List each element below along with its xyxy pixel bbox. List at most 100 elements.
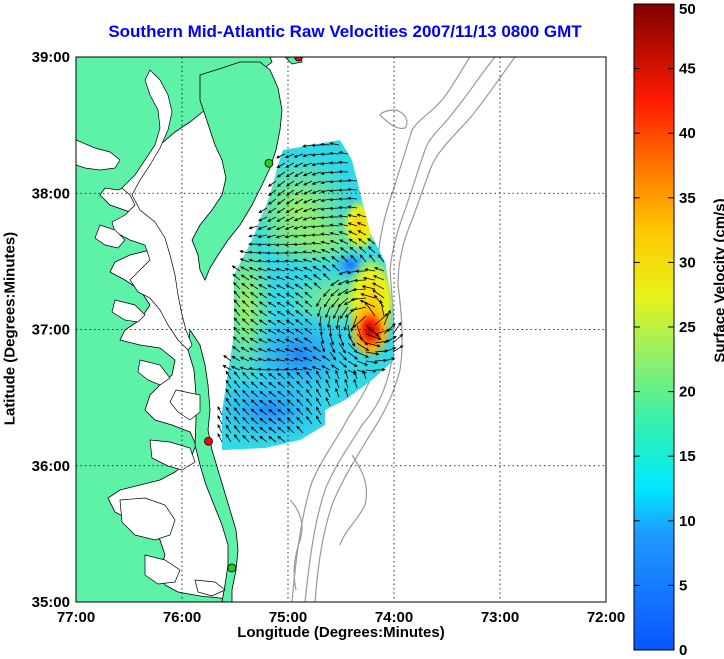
velocity-arrow xyxy=(377,254,385,263)
x-tick-label: 75:00 xyxy=(269,609,307,626)
land-outer-banks xyxy=(187,328,239,602)
velocity-arrow xyxy=(266,267,277,272)
velocity-arrow xyxy=(338,333,345,347)
velocity-arrow xyxy=(296,425,304,434)
velocity-arrow xyxy=(306,371,313,380)
velocity-arrow xyxy=(275,225,286,230)
velocity-arrow xyxy=(266,276,277,281)
y-tick-label: 39:00 xyxy=(32,49,70,66)
velocity-arrow xyxy=(266,259,277,263)
velocity-arrow xyxy=(249,337,259,344)
velocity-arrow xyxy=(259,390,268,398)
velocity-arrow xyxy=(329,333,334,346)
velocity-arrow xyxy=(296,407,304,416)
velocity-arrow xyxy=(277,381,286,389)
velocity-arrow xyxy=(329,231,340,236)
velocity-arrow xyxy=(347,360,358,368)
velocity-arrow xyxy=(303,337,313,344)
velocity-arrow xyxy=(365,342,381,348)
velocity-arrow xyxy=(217,406,223,416)
velocity-arrow xyxy=(275,153,286,159)
velocity-arrow xyxy=(365,333,382,340)
velocity-arrow xyxy=(286,399,295,407)
velocity-arrow xyxy=(352,288,367,292)
station-markers xyxy=(204,57,303,573)
velocity-arrow xyxy=(241,282,250,290)
velocity-arrow xyxy=(250,318,259,326)
velocity-arrow xyxy=(217,424,223,434)
velocity-arrow xyxy=(304,300,313,308)
velocity-arrow xyxy=(392,345,404,353)
velocity-arrow xyxy=(303,198,313,204)
velocity-arrow xyxy=(232,281,241,290)
velocity-arrow xyxy=(242,425,250,434)
velocity-arrow xyxy=(293,162,304,168)
velocity-arrow xyxy=(242,398,250,407)
velocity-arrow xyxy=(225,397,232,407)
velocity-arrow xyxy=(356,360,369,366)
velocity-arrow xyxy=(257,267,268,272)
velocity-arrow xyxy=(267,284,277,290)
velocity-arrow xyxy=(338,351,347,361)
velocity-arrow xyxy=(315,370,322,380)
velocity-arrow xyxy=(343,315,349,331)
velocity-arrow xyxy=(258,292,268,299)
velocity-arrow xyxy=(233,434,241,443)
velocity-arrow xyxy=(250,372,259,380)
velocity-arrow xyxy=(259,426,268,434)
velocity-arrow xyxy=(268,435,277,443)
velocity-arrow xyxy=(266,225,277,230)
velocity-arrow xyxy=(276,310,286,317)
velocity-arrow xyxy=(294,275,304,281)
velocity-arrow xyxy=(250,435,259,443)
velocity-arrow xyxy=(266,358,277,362)
velocity-arrow xyxy=(233,398,241,407)
velocity-arrow xyxy=(268,408,277,416)
velocity-arrow xyxy=(258,216,268,222)
velocity-arrow xyxy=(331,264,340,272)
velocity-arrow xyxy=(313,282,322,290)
velocity-arrow xyxy=(359,300,376,308)
colorbar-tick-label: 30 xyxy=(679,254,696,271)
x-tick-label: 73:00 xyxy=(481,609,519,626)
velocity-arrow xyxy=(266,234,277,239)
velocity-arrow xyxy=(284,153,295,159)
velocity-arrow xyxy=(364,268,376,272)
velocity-arrow xyxy=(311,249,322,254)
velocity-arrow xyxy=(286,417,295,425)
velocity-arrow xyxy=(320,240,331,245)
velocity-arrow xyxy=(293,234,304,238)
velocity-arrow xyxy=(311,216,322,220)
velocity-arrow xyxy=(250,292,259,299)
velocity-arrow xyxy=(320,162,331,166)
velocity-arrow xyxy=(284,358,295,362)
velocity-arrow xyxy=(276,162,286,168)
station-marker xyxy=(264,158,274,168)
velocity-arrow xyxy=(257,259,268,263)
velocity-arrow xyxy=(329,170,340,175)
velocity-arrow xyxy=(233,299,241,308)
velocity-arrow xyxy=(257,357,268,362)
velocity-arrow xyxy=(347,178,358,183)
velocity-arrow xyxy=(311,180,322,185)
velocity-arrow xyxy=(347,230,358,236)
land-delmarva xyxy=(191,61,283,281)
velocity-arrow xyxy=(294,319,304,326)
velocity-arrow xyxy=(276,293,286,299)
velocity-arrow xyxy=(302,144,313,148)
colorbar-tick-label: 25 xyxy=(679,319,696,336)
velocity-arrow xyxy=(294,198,304,205)
velocity-arrow xyxy=(267,207,277,214)
velocity-arrow xyxy=(383,357,396,362)
velocity-arrow xyxy=(352,315,367,329)
velocity-arrow xyxy=(294,338,304,344)
velocity-arrow xyxy=(349,246,358,254)
velocity-arrow xyxy=(325,387,331,398)
y-tick-label: 38:00 xyxy=(32,185,70,202)
velocity-arrow xyxy=(320,180,331,185)
velocity-arrow xyxy=(248,225,259,230)
velocity-arrow xyxy=(294,189,304,196)
velocity-arrow xyxy=(311,143,322,147)
velocity-arrow xyxy=(267,310,277,317)
velocity-arrow xyxy=(304,291,313,299)
